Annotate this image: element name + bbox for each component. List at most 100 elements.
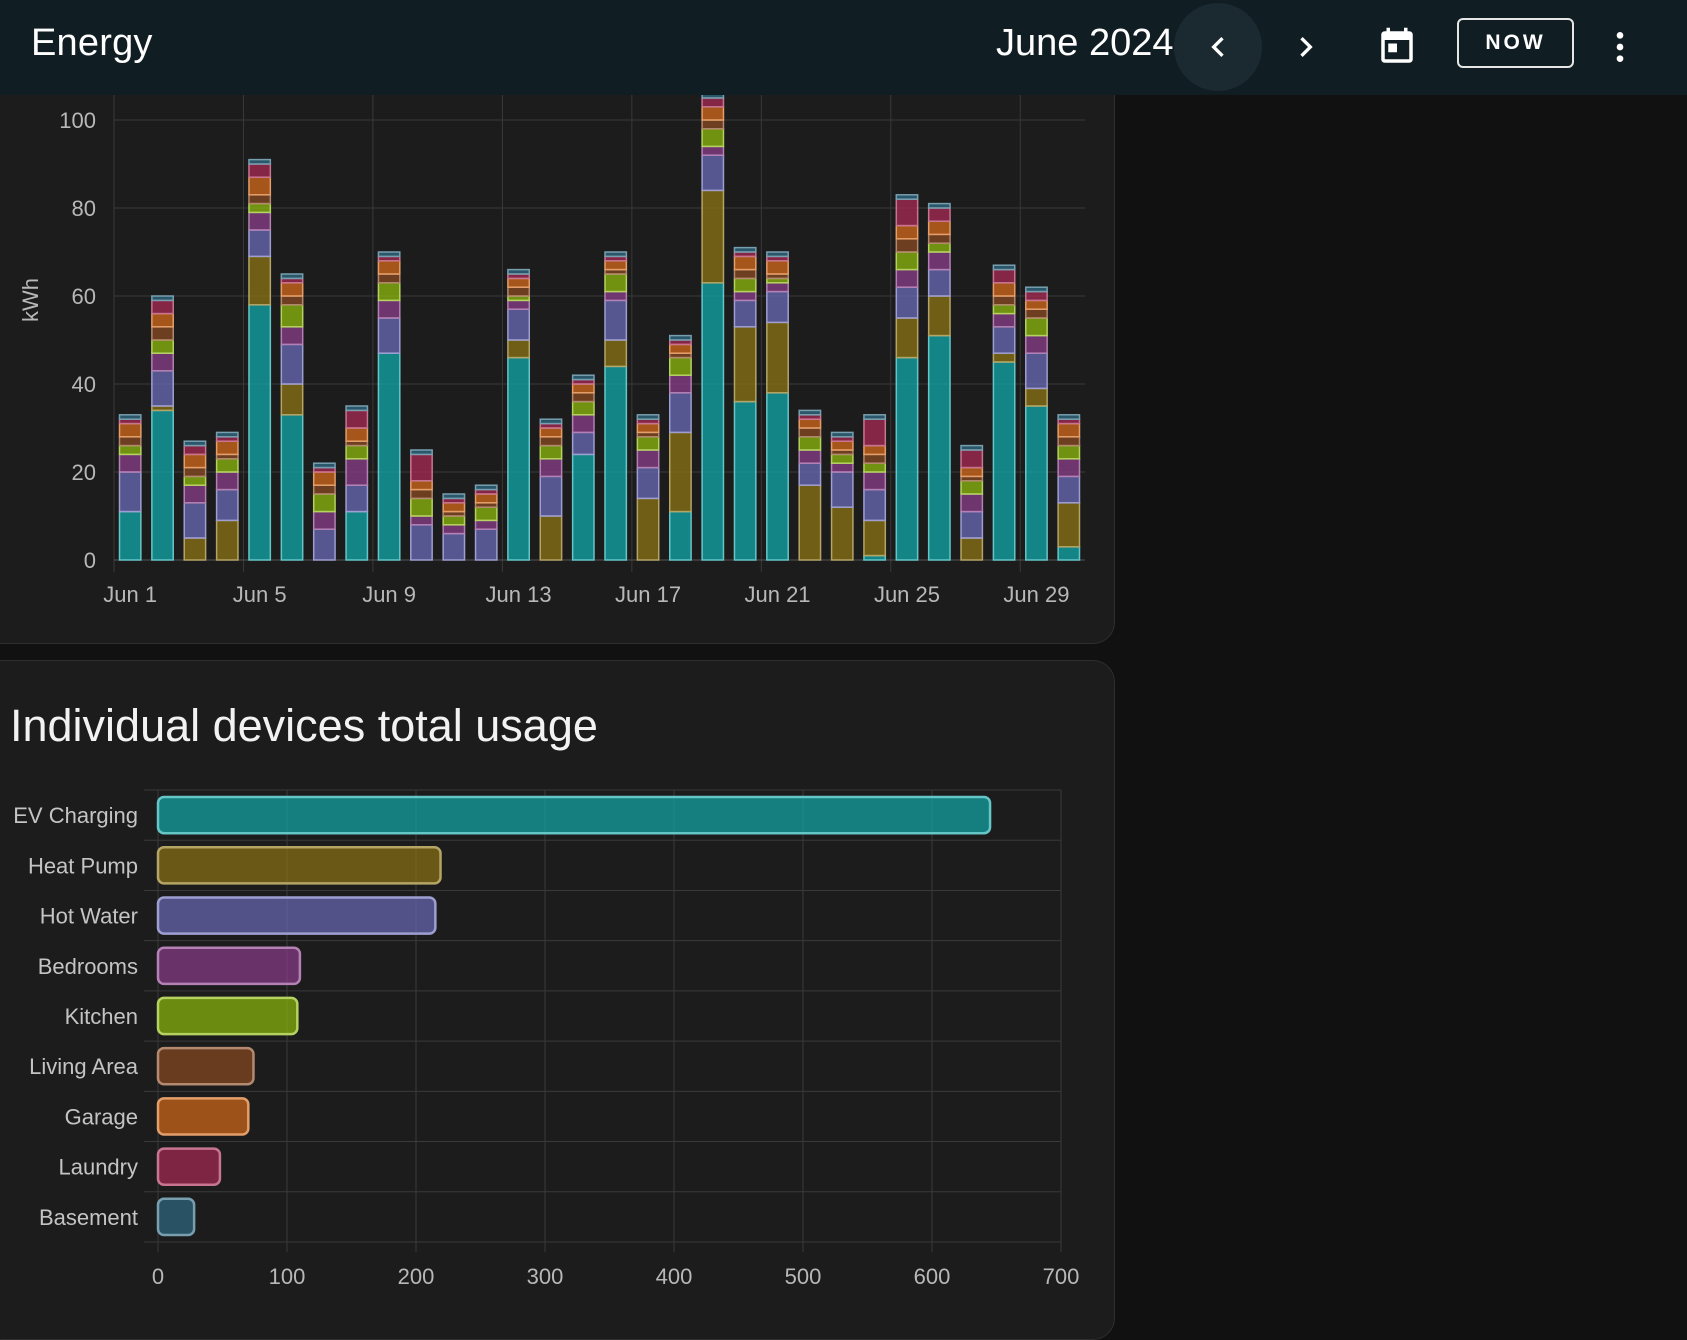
bar-hot-water-day-11 xyxy=(442,532,466,561)
bar-living-area-day-19 xyxy=(701,119,725,130)
bar-kitchen-day-4 xyxy=(215,458,239,473)
bar-laundry-day-2 xyxy=(151,299,174,315)
bar-laundry-day-26 xyxy=(927,207,951,222)
bar-garage-day-15 xyxy=(571,383,595,394)
bar-living-area-day-13 xyxy=(507,286,531,297)
bar-ev-charging-day-30 xyxy=(1057,546,1081,561)
bar-garage-day-22 xyxy=(798,418,822,429)
bar-kitchen-day-30 xyxy=(1057,444,1081,460)
bar-bedrooms-day-13 xyxy=(507,299,531,310)
now-button[interactable]: NOW xyxy=(1457,18,1574,68)
bar-hot-water-day-6 xyxy=(280,343,304,385)
bar-basement-day-8 xyxy=(345,405,369,412)
bar-kitchen-day-28 xyxy=(992,304,1016,315)
bar-basement-day-12 xyxy=(474,484,498,491)
bar-bedrooms-day-21 xyxy=(766,282,789,293)
bar-ev-charging-day-18 xyxy=(668,510,692,561)
bar-bedrooms-day-5 xyxy=(248,211,272,231)
bar-garage-day-27 xyxy=(960,466,984,478)
bar-laundry-day-24 xyxy=(863,418,887,447)
bar-hot-water-day-10 xyxy=(410,524,433,561)
bar-living-area-day-14 xyxy=(539,436,563,447)
bar-garage-day-4 xyxy=(215,440,239,456)
bar-garage-day-30 xyxy=(1057,422,1081,438)
bar-basement-day-29 xyxy=(1025,286,1048,293)
y-tick-label: 40 xyxy=(72,372,96,397)
bar-hot-water-day-14 xyxy=(539,475,563,517)
bar-basement-day-21 xyxy=(766,251,789,258)
bar-laundry-day-25 xyxy=(895,198,919,227)
bar-kitchen-day-6 xyxy=(280,304,304,328)
devices-card-title: Individual devices total usage xyxy=(10,700,598,751)
bar-living-area-day-2 xyxy=(151,326,174,341)
bar-kitchen-day-1 xyxy=(118,444,142,456)
bar-kitchen-day-19 xyxy=(701,128,725,148)
bar-kitchen-day-20 xyxy=(733,277,757,293)
bar-kitchen-day-15 xyxy=(571,400,595,416)
bar-garage-day-18 xyxy=(668,343,692,354)
bar-laundry-day-19 xyxy=(701,97,725,108)
bar-garage-day-25 xyxy=(895,224,919,240)
bar-ev-charging-day-19 xyxy=(701,282,725,561)
bar-garage-day-9 xyxy=(377,260,401,275)
bar-basement-day-10 xyxy=(410,449,433,456)
bar-basement-day-2 xyxy=(151,295,174,302)
bar-bedrooms-day-10 xyxy=(410,515,433,526)
bar-basement-day-17 xyxy=(636,414,660,420)
bar-heat-pump-day-5 xyxy=(248,255,272,306)
bar-bedrooms-day-12 xyxy=(474,519,498,530)
bar-bedrooms-day-24 xyxy=(863,471,887,491)
bar-ev-charging-day-2 xyxy=(151,409,174,561)
bar-bedrooms-day-6 xyxy=(280,326,304,346)
bar-living-area-day-6 xyxy=(280,295,304,306)
bar-laundry-day-8 xyxy=(345,409,369,429)
bar-ev-charging-day-9 xyxy=(377,352,401,561)
bar-heat-pump-day-21 xyxy=(766,321,789,394)
y-tick-label: 60 xyxy=(72,284,96,309)
bar-kitchen-day-24 xyxy=(863,462,887,473)
more-menu-button[interactable] xyxy=(1576,3,1664,91)
bar-basement-day-28 xyxy=(992,264,1016,271)
bar-hot-water-day-18 xyxy=(668,392,692,434)
bar-bedrooms-day-8 xyxy=(345,458,369,486)
bar-bedrooms-day-1 xyxy=(118,453,142,473)
bar-garage-day-29 xyxy=(1025,299,1048,310)
bar-hot-water-day-24 xyxy=(863,488,887,522)
bar-basement-day-6 xyxy=(280,273,304,280)
bar-ev-charging-day-20 xyxy=(733,400,757,561)
devices-usage-card xyxy=(0,660,1115,1340)
bar-garage-day-26 xyxy=(927,220,951,236)
bar-ev-charging-day-28 xyxy=(992,361,1016,561)
bar-living-area-day-7 xyxy=(312,484,336,495)
bar-bedrooms-day-4 xyxy=(215,471,239,491)
previous-period-button[interactable] xyxy=(1174,3,1262,91)
calendar-button[interactable] xyxy=(1353,3,1441,91)
bar-kitchen-day-14 xyxy=(539,444,563,460)
bar-basement-day-22 xyxy=(798,409,822,416)
bar-hot-water-day-21 xyxy=(766,290,789,324)
bar-kitchen-day-16 xyxy=(604,273,628,293)
bar-ev-charging-day-15 xyxy=(571,453,595,561)
bar-hot-water-day-12 xyxy=(474,528,498,561)
bar-heat-pump-day-13 xyxy=(507,339,531,359)
bar-bedrooms-day-14 xyxy=(539,458,563,478)
bar-hot-water-day-25 xyxy=(895,286,919,319)
bar-hot-water-day-27 xyxy=(960,510,984,539)
bar-kitchen-day-12 xyxy=(474,506,498,522)
next-period-button[interactable] xyxy=(1262,3,1350,91)
bar-heat-pump-day-14 xyxy=(539,515,563,561)
bar-ev-charging-day-13 xyxy=(507,356,531,561)
bar-laundry-day-28 xyxy=(992,268,1016,284)
bar-garage-day-12 xyxy=(474,493,498,504)
bar-basement-day-14 xyxy=(539,418,563,425)
bar-hot-water-day-19 xyxy=(701,154,725,192)
bar-heat-pump-day-6 xyxy=(280,383,304,416)
bar-garage-day-5 xyxy=(248,176,272,196)
bar-heat-pump-day-23 xyxy=(830,506,854,561)
bar-laundry-day-10 xyxy=(410,453,433,482)
bar-hot-water-day-13 xyxy=(507,308,531,341)
bar-laundry-day-27 xyxy=(960,449,984,469)
bar-basement-day-13 xyxy=(507,268,531,275)
bar-kitchen-day-18 xyxy=(668,356,692,376)
bar-kitchen-day-22 xyxy=(798,436,822,451)
